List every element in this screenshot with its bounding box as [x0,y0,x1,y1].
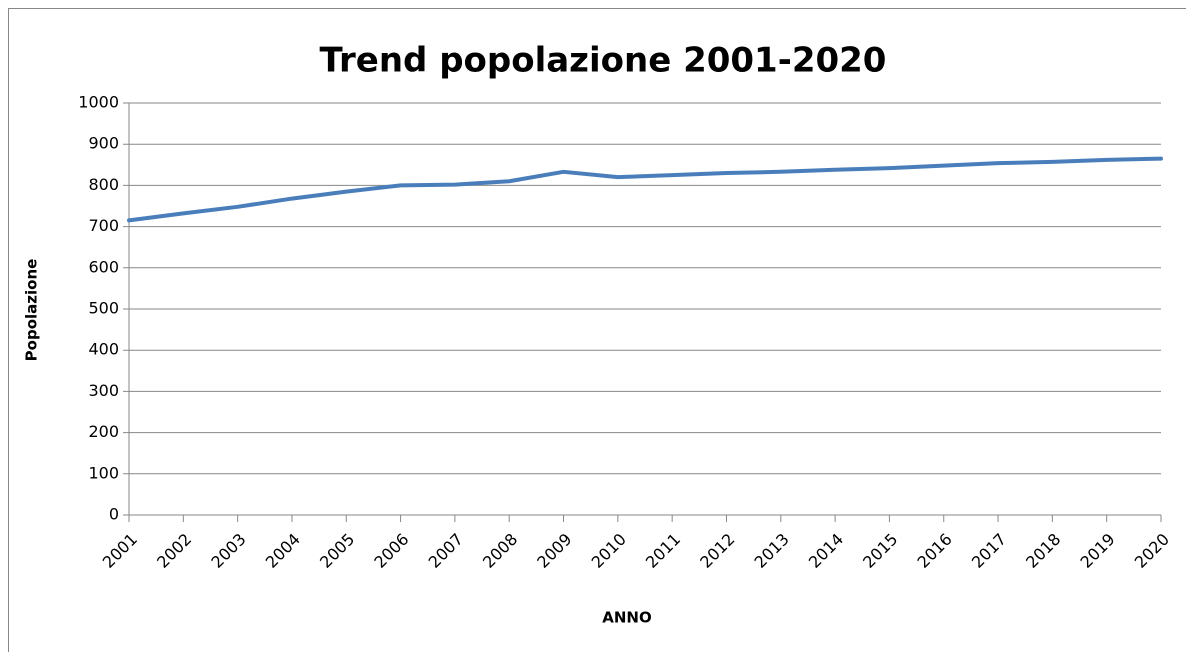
y-tick-label: 700 [88,216,119,235]
y-tick-label: 1000 [78,93,119,112]
y-tick-label: 600 [88,257,119,276]
y-tick-label: 100 [88,463,119,482]
y-tick-label: 200 [88,422,119,441]
y-tick-label: 900 [88,134,119,153]
y-tick-label: 400 [88,340,119,359]
y-tick-label: 500 [88,299,119,318]
y-axis-label: Popolazione [23,259,41,362]
chart-border [8,8,1186,652]
data-line [127,156,1163,223]
y-tick-label: 0 [109,505,119,524]
chart-title: Trend popolazione 2001-2020 [320,41,887,81]
x-axis-label: ANNO [602,609,651,627]
y-tick-label: 300 [88,381,119,400]
y-tick-label: 800 [88,175,119,194]
